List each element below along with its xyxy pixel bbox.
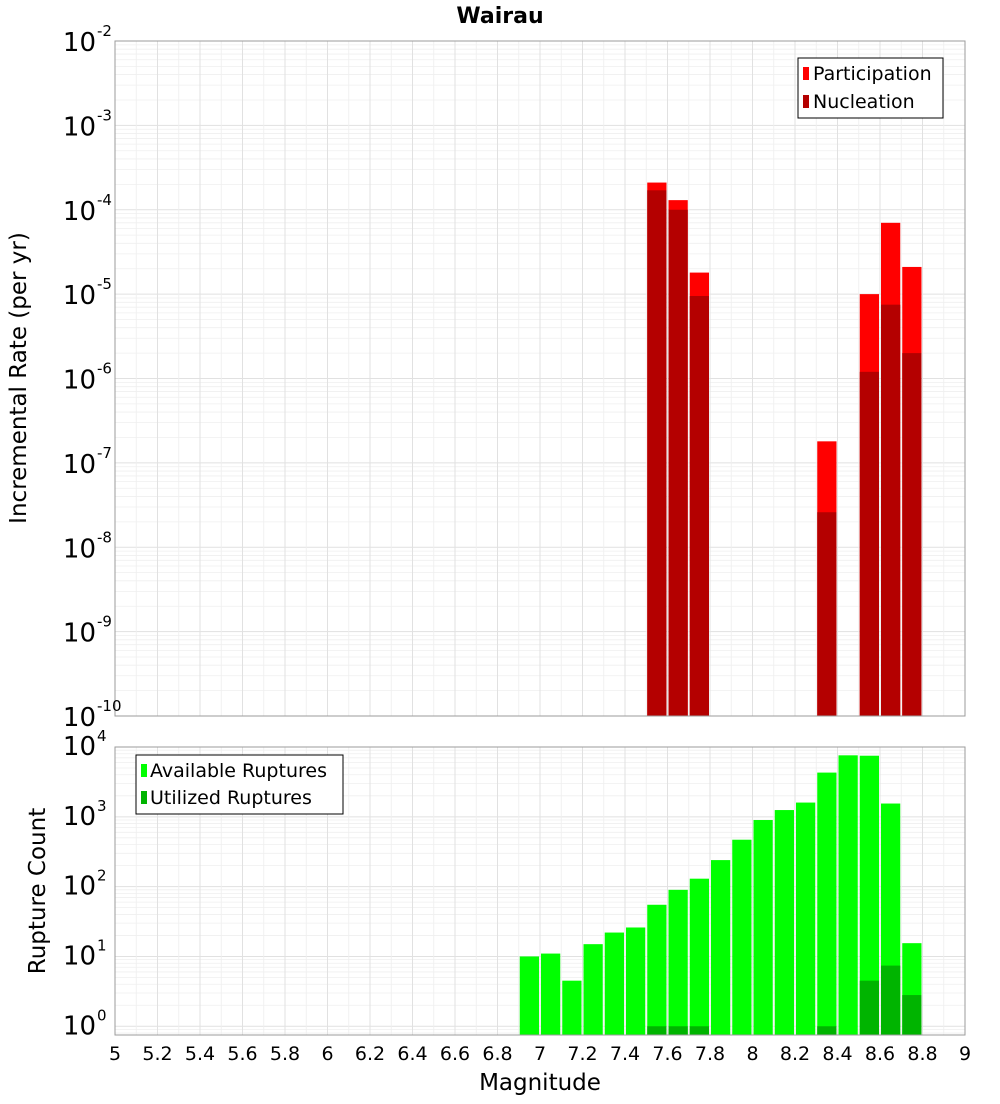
x-axis-label: Magnitude	[479, 1070, 601, 1096]
top-y-axis-label: Incremental Rate (per yr)	[6, 232, 32, 524]
chart-title: Wairau	[456, 4, 543, 29]
x-tick-label: 7.2	[567, 1043, 597, 1065]
top-y-tick-exponent: -3	[97, 106, 112, 124]
top-plot-frame	[114, 40, 966, 717]
bottom-bar-available-ruptures	[541, 953, 561, 1035]
x-tick-label: 5.4	[185, 1043, 215, 1065]
legend-label-nucleation: Nucleation	[813, 91, 915, 113]
bottom-bar-available-ruptures	[711, 860, 731, 1035]
top-y-tick-exponent: -4	[97, 191, 112, 209]
bottom-bar-utilized-ruptures	[647, 1026, 667, 1035]
bottom-bar-available-ruptures	[689, 878, 709, 1035]
top-bar-nucleation	[902, 353, 922, 716]
legend-swatch-available	[141, 764, 147, 777]
x-tick-label: 6.6	[440, 1043, 470, 1065]
x-tick-label: 6.4	[397, 1043, 427, 1065]
top-y-tick-label: 10	[63, 450, 96, 480]
bottom-y-axis-label: Rupture Count	[25, 808, 51, 974]
top-y-tick-label: 10	[63, 281, 96, 311]
bottom-bar-available-ruptures	[796, 802, 816, 1035]
bottom-bar-available-ruptures	[859, 755, 879, 1035]
top-bar-nucleation	[881, 304, 901, 716]
bottom-bar-available-ruptures	[838, 755, 858, 1035]
top-y-tick-exponent: -10	[97, 697, 122, 715]
bottom-bar-utilized-ruptures	[689, 1026, 709, 1035]
bottom-y-tick-label: 10	[63, 872, 96, 902]
bottom-bar-available-ruptures	[626, 927, 646, 1035]
top-y-tick-label: 10	[63, 703, 96, 733]
bottom-bar-available-ruptures	[668, 889, 688, 1035]
top-bar-nucleation	[859, 371, 879, 716]
x-tick-label: 6	[321, 1043, 333, 1065]
legend-label-available: Available Ruptures	[150, 760, 327, 782]
bottom-bar-available-ruptures	[647, 904, 667, 1035]
top-y-tick-exponent: -5	[97, 275, 112, 293]
top-y-tick-label: 10	[63, 112, 96, 142]
bottom-y-tick-label: 10	[63, 802, 96, 832]
top-y-tick-exponent: -8	[97, 528, 112, 546]
x-tick-label: 7.6	[652, 1043, 682, 1065]
top-legend: Participation Nucleation	[797, 57, 944, 119]
x-tick-label: 9	[959, 1043, 971, 1065]
bottom-y-tick-label: 10	[63, 941, 96, 971]
top-y-tick-exponent: -2	[97, 22, 112, 40]
top-bar-nucleation	[668, 209, 688, 716]
x-tick-label: 7.8	[695, 1043, 725, 1065]
top-y-tick-exponent: -7	[97, 444, 112, 462]
bottom-y-tick-label: 10	[63, 732, 96, 762]
bottom-y-tick-exponent: 2	[97, 867, 107, 885]
top-bar-nucleation	[817, 512, 837, 716]
legend-swatch-participation	[803, 67, 809, 80]
bottom-bar-available-ruptures	[519, 956, 539, 1035]
x-tick-label: 6.2	[355, 1043, 385, 1065]
bottom-bar-utilized-ruptures	[668, 1026, 688, 1035]
bottom-bar-available-ruptures	[562, 980, 582, 1035]
bottom-bar-utilized-ruptures	[902, 995, 922, 1035]
bottom-y-tick-exponent: 1	[97, 936, 107, 954]
bottom-bar-available-ruptures	[817, 772, 837, 1035]
bottom-bar-available-ruptures	[774, 810, 794, 1035]
bottom-bar-available-ruptures	[604, 932, 624, 1035]
legend-label-utilized: Utilized Ruptures	[150, 787, 312, 809]
top-y-tick-label: 10	[63, 197, 96, 227]
x-tick-label: 5	[109, 1043, 121, 1065]
bottom-y-tick-exponent: 4	[97, 727, 107, 745]
x-tick-label: 6.8	[482, 1043, 512, 1065]
bottom-bar-available-ruptures	[753, 820, 773, 1035]
bottom-bar-available-ruptures	[732, 839, 752, 1035]
x-tick-label: 8.2	[780, 1043, 810, 1065]
top-y-tick-exponent: -9	[97, 613, 112, 631]
bottom-legend: Available Ruptures Utilized Ruptures	[135, 754, 344, 815]
legend-label-participation: Participation	[813, 63, 932, 85]
x-tick-label: 5.6	[227, 1043, 257, 1065]
bottom-bar-available-ruptures	[583, 944, 603, 1035]
bottom-y-tick-exponent: 3	[97, 797, 107, 815]
x-tick-label: 8.6	[865, 1043, 895, 1065]
top-y-tick-exponent: -6	[97, 360, 112, 378]
bottom-bar-utilized-ruptures	[881, 965, 901, 1035]
x-tick-label: 7	[534, 1043, 546, 1065]
bottom-y-tick-exponent: 0	[97, 1006, 107, 1024]
x-tick-label: 8.4	[822, 1043, 852, 1065]
top-bar-nucleation	[689, 296, 709, 716]
x-tick-label: 8	[746, 1043, 758, 1065]
bottom-plot-frame	[114, 746, 966, 1036]
x-tick-label: 8.8	[907, 1043, 937, 1065]
legend-swatch-nucleation	[803, 95, 809, 108]
top-y-tick-label: 10	[63, 534, 96, 564]
bottom-y-tick-label: 10	[63, 1011, 96, 1041]
x-tick-label: 7.4	[610, 1043, 640, 1065]
bottom-bar-utilized-ruptures	[859, 980, 879, 1035]
legend-swatch-utilized	[141, 791, 147, 804]
bottom-bar-utilized-ruptures	[817, 1026, 837, 1035]
top-y-tick-label: 10	[63, 619, 96, 649]
top-bar-nucleation	[647, 190, 667, 716]
x-tick-label: 5.8	[270, 1043, 300, 1065]
top-y-tick-label: 10	[63, 366, 96, 396]
x-tick-label: 5.2	[142, 1043, 172, 1065]
top-y-tick-label: 10	[63, 28, 96, 58]
